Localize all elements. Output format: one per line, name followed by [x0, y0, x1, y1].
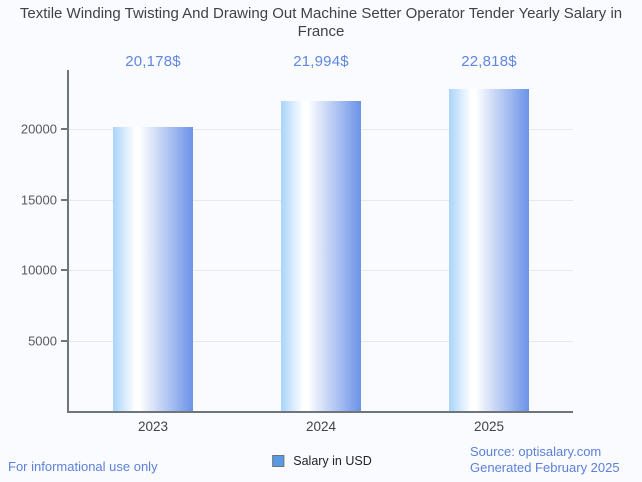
legend-label: Salary in USD — [293, 454, 372, 468]
y-tick-label-5000: 5000 — [28, 333, 57, 349]
bar-value-label-2024: 21,994$ — [293, 53, 349, 70]
bar-2023 — [113, 126, 193, 411]
x-tick-label-2025: 2025 — [473, 419, 505, 434]
x-axis-line — [67, 411, 573, 413]
x-tick-label-2023: 2023 — [137, 419, 169, 434]
y-tick-mark — [61, 198, 69, 201]
y-tick-label-15000: 15000 — [20, 192, 57, 208]
disclaimer-text: For informational use only — [8, 459, 158, 474]
y-tick-mark — [61, 339, 69, 342]
y-tick-mark — [61, 269, 69, 272]
plot-area: 5000 10000 15000 20000 20,178$ 2023 21,994$ 202… — [21, 53, 573, 434]
y-tick-label-10000: 10000 — [20, 262, 57, 278]
bar-2024 — [281, 101, 361, 411]
source-attribution: Source: optisalary.com Generated Februar… — [470, 444, 620, 476]
x-tick-label-2024: 2024 — [305, 419, 337, 434]
bar-value-label-2025: 22,818$ — [461, 53, 517, 70]
bar-value-label-2023: 20,178$ — [125, 53, 181, 70]
source-link[interactable]: Source: optisalary.com — [470, 444, 602, 459]
y-tick-label-20000: 20000 — [20, 121, 57, 137]
bar-2025 — [449, 89, 529, 411]
legend[interactable]: Salary in USD — [272, 454, 372, 468]
y-axis-line — [67, 70, 69, 411]
chart-title: Textile Winding Twisting And Drawing Out… — [19, 5, 623, 40]
generated-text: Generated February 2025 — [470, 460, 620, 475]
y-tick-mark — [61, 128, 69, 131]
legend-swatch-icon — [272, 455, 285, 467]
